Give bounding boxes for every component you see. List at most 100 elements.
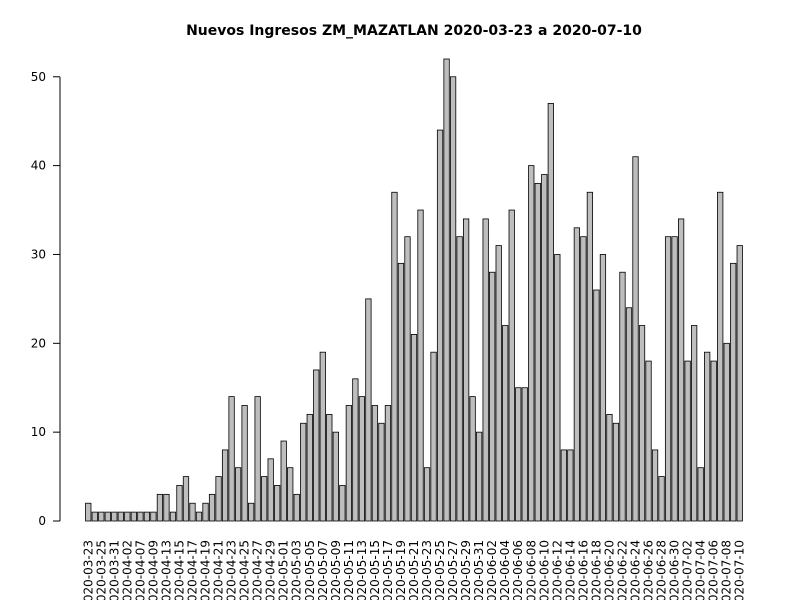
bar — [391, 191, 398, 522]
x-tick-label: 2020-04-02 — [120, 540, 134, 600]
bar — [189, 502, 196, 522]
bar — [554, 254, 561, 522]
x-tick-label: 2020-07-08 — [720, 540, 734, 600]
bar — [528, 165, 535, 522]
y-tick-label: 40 — [31, 159, 46, 173]
bar — [489, 271, 496, 522]
bar — [326, 413, 333, 522]
bar — [397, 262, 405, 522]
bar — [371, 405, 379, 522]
x-tick-label: 2020-05-05 — [303, 540, 317, 600]
bar — [313, 369, 320, 522]
bar — [567, 449, 574, 522]
bar — [730, 262, 737, 522]
bar — [111, 511, 118, 522]
x-tick-label: 2020-04-17 — [185, 540, 199, 600]
bar — [508, 209, 515, 522]
x-tick-label: 2020-05-11 — [342, 540, 356, 600]
bar — [384, 405, 392, 522]
x-tick-label: 2020-07-04 — [694, 540, 708, 600]
y-tick-label: 30 — [31, 247, 46, 261]
bar — [221, 449, 229, 522]
x-tick-label: 2020-05-01 — [277, 540, 291, 600]
y-tick-label: 10 — [31, 425, 46, 439]
bar — [430, 351, 437, 522]
bar — [658, 476, 665, 522]
bar — [593, 289, 600, 522]
bar — [541, 174, 548, 522]
x-tick-label: 2020-05-27 — [446, 540, 460, 600]
x-tick-label: 2020-07-10 — [733, 540, 747, 600]
bar — [345, 405, 352, 522]
bar — [195, 511, 203, 522]
bar — [124, 511, 131, 522]
bar — [417, 209, 424, 522]
x-tick-label: 2020-06-10 — [537, 540, 551, 600]
bar — [638, 325, 646, 522]
bar — [280, 440, 287, 522]
bar — [104, 511, 111, 522]
x-tick-label: 2020-05-31 — [472, 540, 486, 600]
bar — [261, 476, 268, 522]
x-tick-label: 2020-04-29 — [264, 540, 278, 600]
bar — [651, 449, 659, 522]
x-tick-label: 2020-04-19 — [199, 540, 213, 600]
x-tick-label: 2020-05-23 — [420, 540, 434, 600]
bar — [156, 493, 164, 522]
bar — [169, 511, 177, 522]
x-tick-label: 2020-05-15 — [368, 540, 382, 600]
bar — [645, 360, 652, 522]
x-tick-label: 2020-05-25 — [433, 540, 447, 600]
x-tick-label: 2020-04-25 — [238, 540, 252, 600]
x-tick-label: 2020-06-30 — [668, 540, 682, 600]
bar — [717, 191, 724, 522]
bar — [704, 351, 711, 522]
bar — [463, 218, 470, 522]
bar — [697, 467, 704, 522]
bar — [625, 307, 633, 522]
x-tick-label: 2020-05-03 — [290, 540, 304, 600]
bar — [215, 476, 222, 522]
x-tick-label: 2020-06-08 — [524, 540, 538, 600]
bar — [691, 325, 698, 522]
bar — [137, 511, 144, 522]
x-tick-label: 2020-04-23 — [225, 540, 239, 600]
bar — [586, 191, 594, 522]
bar — [163, 493, 170, 522]
bar — [677, 218, 685, 522]
x-tick-label: 2020-06-28 — [655, 540, 669, 600]
chart-title: Nuevos Ingresos ZM_MAZATLAN 2020-03-23 a… — [186, 23, 642, 39]
x-tick-label: 2020-07-02 — [681, 540, 695, 600]
bar — [332, 431, 339, 522]
x-tick-label: 2020-05-29 — [459, 540, 473, 600]
bar — [606, 413, 613, 522]
bar — [358, 396, 365, 522]
bar — [495, 245, 502, 522]
bar — [664, 236, 672, 522]
x-tick-label: 2020-06-16 — [576, 540, 590, 600]
x-tick-label: 2020-04-27 — [251, 540, 265, 600]
x-tick-label: 2020-06-24 — [629, 540, 643, 600]
x-tick-label: 2020-06-02 — [485, 540, 499, 600]
bar — [547, 103, 554, 522]
bar — [234, 467, 242, 522]
bar — [436, 129, 444, 522]
bar — [176, 485, 183, 522]
bar — [130, 511, 137, 522]
x-tick-label: 2020-04-07 — [133, 540, 147, 600]
bar — [182, 476, 190, 522]
bar — [632, 156, 639, 522]
bar — [560, 449, 567, 522]
bar — [410, 334, 418, 522]
bar — [612, 422, 620, 522]
bar — [228, 396, 235, 522]
x-tick-label: 2020-06-18 — [589, 540, 603, 600]
bar — [319, 351, 326, 522]
x-tick-label: 2020-05-17 — [381, 540, 395, 600]
bar — [91, 511, 98, 522]
bar — [143, 511, 151, 522]
x-tick-label: 2020-04-09 — [146, 540, 160, 600]
bar — [723, 342, 730, 522]
x-tick-label: 2020-06-14 — [563, 540, 577, 600]
x-tick-label: 2020-06-06 — [511, 540, 525, 600]
